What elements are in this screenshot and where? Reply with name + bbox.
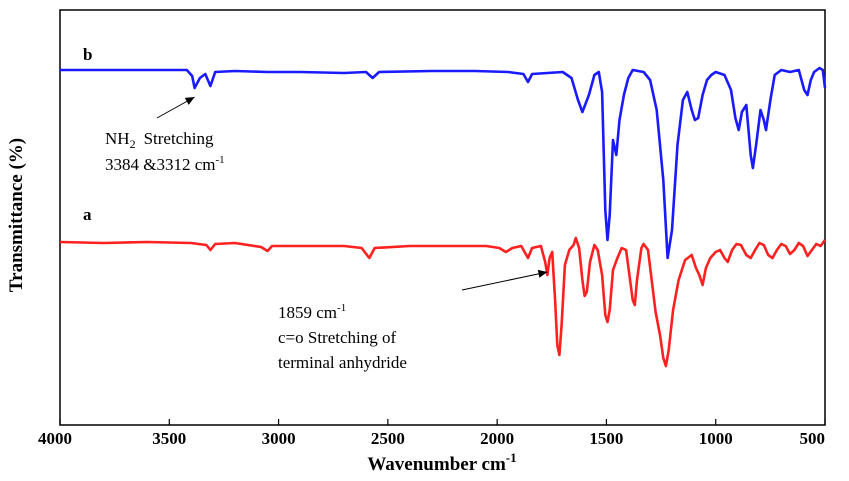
annotation-nh2-line1: NH2 Stretching: [105, 129, 214, 151]
annotation-nh2-nh: NH: [105, 129, 130, 148]
x-tick-label-2000: 2000: [480, 429, 514, 448]
annotation-nh2-stretching: Stretching: [144, 129, 214, 148]
annotation-nh2-values: 3384 &3312 cm: [105, 155, 216, 174]
x-axis-tick-labels: 4000 3500 3000 2500 2000 1500 1000 500: [38, 429, 825, 448]
annotation-nh2-superscript: -1: [216, 154, 225, 166]
plot-frame: [59, 9, 826, 426]
x-axis-label-superscript: -1: [506, 450, 517, 465]
x-tick-label-4000: 4000: [38, 429, 72, 448]
series-line-a: [59, 236, 827, 368]
y-axis-label: Transmittance (%): [6, 138, 27, 292]
series-line-b: [60, 66, 827, 260]
annotation-co: 1859 cm-1 c=o Stretching of terminal anh…: [278, 269, 548, 372]
series-label-a: a: [83, 205, 92, 224]
annotation-nh2-subscript: 2: [130, 137, 136, 151]
x-tick-label-2500: 2500: [371, 429, 405, 448]
x-tick-label-1000: 1000: [699, 429, 733, 448]
series-label-b: b: [83, 45, 92, 64]
annotation-co-wavenumber: 1859 cm: [278, 303, 337, 322]
annotation-co-line3: terminal anhydride: [278, 353, 407, 372]
x-tick-label-1500: 1500: [589, 429, 623, 448]
annotation-nh2-arrowhead: [184, 97, 195, 105]
x-axis-label: Wavenumber cm-1: [367, 450, 516, 475]
x-axis-ticks: [59, 419, 826, 425]
annotation-co-arrowhead: [537, 269, 548, 278]
x-tick-label-3000: 3000: [262, 429, 296, 448]
series-layer: [59, 66, 827, 368]
annotation-co-line1: 1859 cm-1: [278, 302, 346, 322]
annotation-nh2-line2: 3384 &3312 cm-1: [105, 154, 225, 174]
annotation-nh2: NH2 Stretching 3384 &3312 cm-1: [105, 96, 225, 174]
x-tick-label-500: 500: [800, 429, 826, 448]
annotation-co-line2: c=o Stretching of: [278, 328, 397, 347]
x-tick-label-3500: 3500: [152, 429, 186, 448]
annotation-co-arrow: [461, 271, 548, 291]
x-axis-label-text: Wavenumber cm: [367, 454, 506, 475]
annotation-co-superscript: -1: [337, 302, 346, 314]
